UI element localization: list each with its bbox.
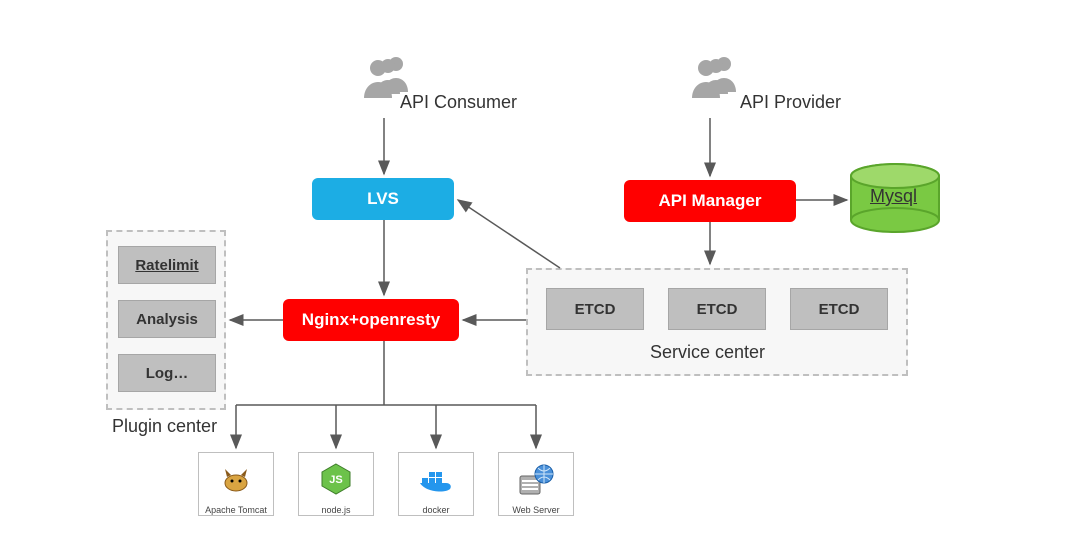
etcd-node-2: ETCD: [668, 288, 766, 330]
etcd-label: ETCD: [697, 301, 738, 318]
etcd-node-3: ETCD: [790, 288, 888, 330]
plugin-item-label: Log…: [146, 365, 189, 382]
api-manager-label: API Manager: [659, 191, 762, 211]
backend-label: docker: [422, 505, 449, 515]
nginx-node: Nginx+openresty: [283, 299, 459, 341]
mysql-label: Mysql: [870, 186, 917, 207]
plugin-item-label: Analysis: [136, 311, 198, 328]
plugin-item-label: Ratelimit: [135, 257, 198, 274]
svg-text:JS: JS: [329, 474, 342, 486]
backend-label: Apache Tomcat: [205, 505, 267, 515]
api-manager-node: API Manager: [624, 180, 796, 222]
backend-docker: docker: [398, 452, 474, 516]
plugin-item-analysis: Analysis: [118, 300, 216, 338]
api-consumer-label: API Consumer: [400, 92, 517, 113]
plugin-item-log: Log…: [118, 354, 216, 392]
nginx-label: Nginx+openresty: [302, 310, 440, 330]
backend-label: node.js: [321, 505, 350, 515]
plugin-center-label: Plugin center: [112, 416, 217, 437]
webserver-icon: [499, 453, 573, 505]
backend-label: Web Server: [512, 505, 559, 515]
lvs-label: LVS: [367, 189, 399, 209]
people-icon-provider: [686, 54, 742, 103]
etcd-label: ETCD: [819, 301, 860, 318]
backend-node: JS node.js: [298, 452, 374, 516]
lvs-node: LVS: [312, 178, 454, 220]
backend-tomcat: Apache Tomcat: [198, 452, 274, 516]
etcd-label: ETCD: [575, 301, 616, 318]
nodejs-icon: JS: [299, 453, 373, 505]
api-provider-label: API Provider: [740, 92, 841, 113]
service-center-label: Service center: [650, 342, 765, 363]
backend-webserver: Web Server: [498, 452, 574, 516]
tomcat-icon: [199, 453, 273, 505]
etcd-node-1: ETCD: [546, 288, 644, 330]
docker-icon: [399, 453, 473, 505]
plugin-item-ratelimit: Ratelimit: [118, 246, 216, 284]
